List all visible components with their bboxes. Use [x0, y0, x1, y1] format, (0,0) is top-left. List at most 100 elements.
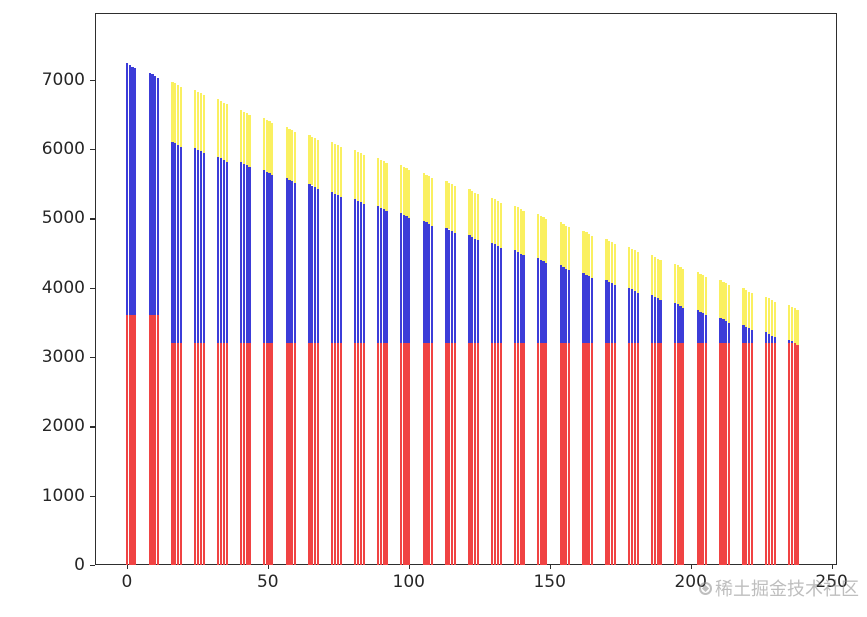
bar-segment — [493, 342, 497, 565]
bar-segment — [653, 342, 656, 565]
bar-segment — [316, 139, 320, 189]
bar-segment — [727, 322, 731, 343]
bar-segment — [536, 257, 539, 343]
bar-segment — [385, 342, 388, 565]
bar-segment — [177, 84, 180, 145]
bar-segment — [431, 178, 434, 226]
bar-segment — [682, 268, 685, 308]
bar-segment — [271, 174, 274, 343]
bar-segment — [499, 247, 502, 343]
bar-segment — [650, 255, 654, 296]
bar-segment — [496, 246, 499, 343]
bar-segment — [767, 342, 771, 565]
bar-segment — [268, 173, 271, 343]
bar-segment — [582, 342, 585, 565]
bar-segment — [722, 319, 725, 343]
bar-segment — [699, 342, 702, 565]
bar-segment — [565, 342, 568, 565]
bar-segment — [590, 342, 594, 565]
bar-segment — [750, 342, 753, 565]
bar-segment — [636, 342, 639, 565]
bar-segment — [354, 342, 357, 565]
bar-segment — [265, 119, 268, 172]
bar-segment — [499, 342, 502, 565]
bar-segment — [476, 342, 479, 565]
bar-segment — [265, 171, 268, 343]
bar-segment — [613, 342, 616, 565]
bar-segment — [308, 134, 311, 184]
bar-segment — [636, 251, 639, 293]
bar-segment — [773, 301, 776, 338]
bar-segment — [608, 281, 611, 343]
bar-segment — [679, 342, 682, 565]
bar-segment — [239, 162, 243, 343]
bar-segment — [356, 342, 360, 565]
bar-segment — [339, 146, 342, 198]
bar-segment — [676, 342, 679, 565]
bar-segment — [428, 342, 431, 565]
bar-segment — [431, 225, 434, 343]
bar-segment — [590, 235, 594, 278]
bar-segment — [268, 342, 271, 565]
bar-segment — [513, 205, 517, 251]
y-tick-mark — [90, 357, 95, 359]
bar-segment — [496, 201, 499, 247]
bar-segment — [171, 342, 174, 565]
y-tick-mark — [90, 79, 95, 82]
bar-segment — [719, 342, 722, 565]
x-tick-label: 200 — [674, 572, 707, 592]
y-tick-mark — [90, 287, 95, 289]
bar-segment — [354, 149, 357, 200]
bar-segment — [605, 280, 608, 343]
bar-segment — [288, 179, 291, 343]
bar-segment — [385, 211, 388, 343]
bar-segment — [445, 342, 448, 565]
bar-segment — [194, 342, 197, 565]
bar-segment — [585, 342, 588, 565]
bar-segment — [770, 342, 773, 565]
bar-segment — [382, 161, 385, 210]
bar-segment — [194, 89, 197, 149]
bar-segment — [770, 335, 773, 343]
bar-segment — [793, 308, 796, 344]
bar-segment — [588, 233, 591, 277]
bar-segment — [314, 342, 317, 565]
bar-segment — [131, 314, 134, 565]
bar-segment — [790, 342, 794, 565]
bar-segment — [793, 342, 796, 565]
bar-segment — [750, 293, 753, 330]
bar-segment — [673, 302, 677, 343]
bar-segment — [308, 183, 311, 343]
y-tick-mark — [90, 565, 95, 567]
bar-segment — [542, 261, 545, 343]
bar-segment — [179, 146, 183, 343]
x-tick-mark — [831, 565, 833, 569]
bar-segment — [408, 342, 411, 565]
bar-segment — [362, 342, 365, 565]
bar-segment — [271, 122, 274, 175]
bar-segment — [539, 259, 542, 343]
bar-segment — [656, 342, 659, 565]
bar-segment — [148, 72, 151, 315]
bar-segment — [174, 143, 177, 343]
bar-segment — [796, 342, 799, 565]
bar-segment — [248, 342, 251, 565]
bar-segment — [222, 102, 225, 161]
bar-segment — [376, 157, 380, 206]
bar-segment — [331, 141, 334, 193]
bar-segment — [493, 244, 497, 343]
bar-segment — [676, 265, 679, 305]
bar-segment — [742, 342, 745, 565]
bar-segment — [613, 285, 616, 343]
bar-segment — [559, 265, 562, 343]
bar-segment — [471, 342, 474, 565]
bar-segment — [285, 127, 288, 178]
bar-segment — [157, 314, 160, 565]
bar-segment — [679, 306, 682, 343]
bar-segment — [422, 173, 425, 221]
bar-segment — [445, 181, 448, 228]
bar-segment — [217, 342, 220, 565]
bar-segment — [331, 192, 334, 343]
bar-segment — [650, 342, 654, 565]
bar-segment — [225, 342, 228, 565]
